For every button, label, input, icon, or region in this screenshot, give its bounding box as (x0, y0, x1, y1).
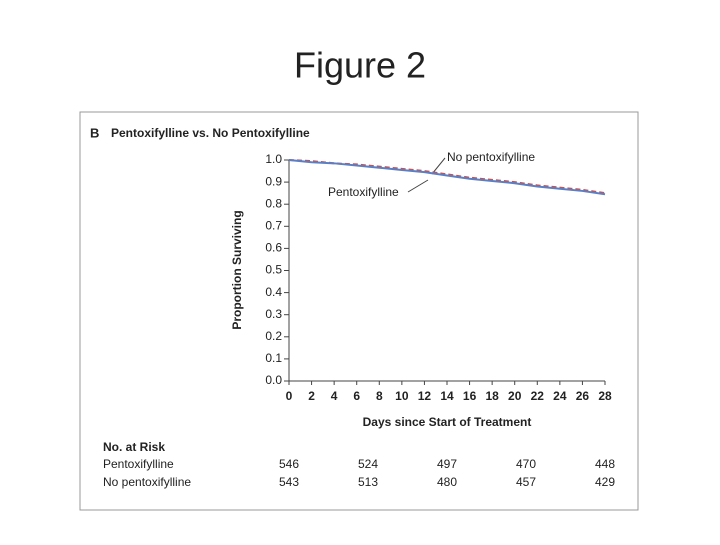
panel-label: B (90, 125, 99, 140)
x-tick-label: 6 (353, 389, 360, 403)
x-tick-label: 28 (598, 389, 612, 403)
y-tick-label: 0.7 (265, 218, 282, 232)
y-tick-label: 0.8 (265, 196, 282, 210)
x-tick-label: 4 (331, 389, 338, 403)
x-tick-label: 22 (531, 389, 545, 403)
x-tick-label: 26 (576, 389, 590, 403)
x-tick-label: 18 (485, 389, 499, 403)
risk-value: 480 (437, 475, 457, 489)
risk-value: 497 (437, 457, 457, 471)
x-axis-label: Days since Start of Treatment (363, 415, 532, 429)
x-tick-label: 10 (395, 389, 409, 403)
risk-value: 429 (595, 475, 615, 489)
y-tick-label: 0.4 (265, 285, 282, 299)
figure-frame (79, 111, 639, 511)
risk-value: 546 (279, 457, 299, 471)
risk-title: No. at Risk (103, 440, 165, 454)
y-tick-label: 0.6 (265, 241, 282, 255)
survival-curve (288, 159, 606, 196)
x-tick-label: 14 (440, 389, 454, 403)
y-tick-label: 0.1 (265, 351, 282, 365)
annotation-leader (431, 157, 446, 175)
risk-value: 457 (516, 475, 536, 489)
x-tick-label: 2 (308, 389, 315, 403)
risk-value: 513 (358, 475, 378, 489)
x-tick-label: 0 (286, 389, 293, 403)
y-tick-label: 0.9 (265, 174, 282, 188)
slide-title: Figure 2 (294, 45, 426, 86)
risk-row-name: No pentoxifylline (103, 475, 191, 489)
risk-value: 524 (358, 457, 378, 471)
y-tick-label: 0.2 (265, 329, 282, 343)
annotation-leader (407, 179, 429, 193)
y-tick-label: 1.0 (265, 152, 282, 166)
x-tick-label: 24 (553, 389, 567, 403)
risk-value: 543 (279, 475, 299, 489)
annotation: No pentoxifylline (447, 150, 535, 164)
risk-value: 448 (595, 457, 615, 471)
y-tick-label: 0.5 (265, 263, 282, 277)
x-tick-label: 12 (418, 389, 432, 403)
risk-value: 470 (516, 457, 536, 471)
annotation: Pentoxifylline (328, 185, 399, 199)
x-tick-label: 16 (463, 389, 477, 403)
x-tick-label: 8 (376, 389, 383, 403)
y-tick-label: 0.3 (265, 307, 282, 321)
y-axis-label: Proportion Surviving (230, 210, 244, 329)
risk-row-name: Pentoxifylline (103, 457, 174, 471)
chart-title: Pentoxifylline vs. No Pentoxifylline (111, 126, 310, 140)
x-tick-label: 20 (508, 389, 522, 403)
y-tick-label: 0.0 (265, 373, 282, 387)
